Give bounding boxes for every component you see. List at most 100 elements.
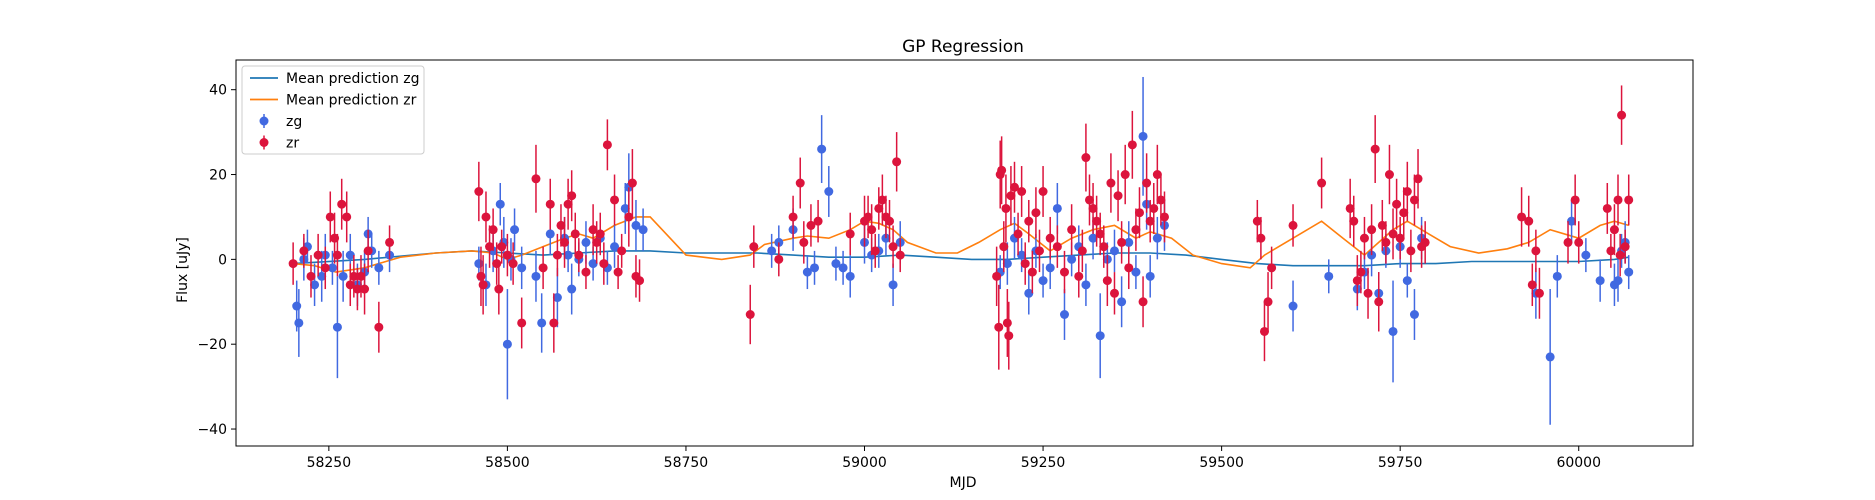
zr-point: [892, 157, 902, 167]
zg-point: [1552, 271, 1562, 281]
zg-point: [567, 284, 577, 294]
legend-point-marker: [259, 116, 269, 126]
legend-entry: zg: [259, 114, 302, 130]
zr-point: [1027, 267, 1037, 277]
zg-point: [1017, 250, 1027, 260]
zr-point: [299, 246, 309, 256]
legend-entry: zr: [259, 135, 299, 152]
x-axis-label: MJD: [950, 475, 977, 491]
legend-label: Mean prediction zr: [286, 93, 417, 109]
zr-point: [1377, 220, 1387, 230]
zr-point: [1531, 246, 1541, 256]
zg-point: [1052, 203, 1062, 213]
legend-entry: Mean prediction zr: [250, 93, 417, 109]
zr-point: [863, 212, 873, 222]
zg-point: [1088, 233, 1098, 243]
zr-point: [363, 246, 373, 256]
zr-point: [1004, 331, 1014, 341]
x-tick-label: 58750: [664, 455, 709, 471]
zr-point: [602, 140, 612, 150]
zg-point: [638, 225, 648, 235]
legend-label: zg: [286, 114, 302, 130]
zr-point: [349, 271, 359, 281]
zr-point: [1527, 280, 1537, 290]
zr-point: [592, 237, 602, 247]
zr-point: [1288, 220, 1298, 230]
zr-point: [502, 250, 512, 260]
zg-point: [1595, 276, 1605, 286]
zr-point: [306, 271, 316, 281]
zg-point: [817, 144, 827, 154]
zr-point: [1563, 237, 1573, 247]
zr-point: [1077, 246, 1087, 256]
zr-point: [1084, 195, 1094, 205]
zg-point: [810, 263, 820, 273]
zg-point: [824, 186, 834, 196]
zr-point: [997, 165, 1007, 175]
zr-point: [374, 322, 384, 332]
zg-point: [845, 271, 855, 281]
zr-point: [1138, 297, 1148, 307]
zg-point: [1324, 271, 1334, 281]
zr-point: [517, 318, 527, 328]
zr-point: [1145, 216, 1155, 226]
chart-title: GP Regression: [902, 37, 1024, 57]
zr-point: [1020, 259, 1030, 269]
zr-point: [774, 254, 784, 264]
zr-point: [352, 284, 362, 294]
zg-point: [1624, 267, 1634, 277]
legend: Mean prediction zg Mean prediction zr zg zr: [241, 65, 425, 155]
zr-point: [545, 199, 555, 209]
zr-point: [360, 284, 370, 294]
x-tick-label: 58500: [485, 455, 530, 471]
zr-point: [1017, 186, 1027, 196]
zr-point: [385, 237, 395, 247]
x-tick-label: 59500: [1199, 455, 1244, 471]
zg-point: [1138, 131, 1148, 141]
zr-point: [567, 191, 577, 201]
zr-point: [1609, 225, 1619, 235]
legend-box: [241, 65, 425, 155]
zr-point: [1406, 246, 1416, 256]
zr-point: [560, 237, 570, 247]
y-tick-label: −40: [197, 422, 227, 438]
legend-label: Mean prediction zg: [286, 71, 420, 87]
zr-point: [1127, 140, 1137, 150]
zr-point: [613, 267, 623, 277]
zr-point: [356, 271, 366, 281]
zg-point: [317, 271, 327, 281]
zr-point: [1345, 203, 1355, 213]
zr-point: [332, 250, 342, 260]
zr-point: [1384, 170, 1394, 180]
zr-point: [1349, 216, 1359, 226]
zr-point: [1159, 212, 1169, 222]
zr-point: [1081, 153, 1091, 163]
zr-point: [531, 174, 541, 184]
zr-point: [635, 276, 645, 286]
zr-point: [1356, 267, 1366, 277]
zr-point: [320, 263, 330, 273]
zg-point: [1288, 301, 1298, 311]
zg-point: [1067, 254, 1077, 264]
zr-point: [1142, 178, 1152, 188]
legend-label: zr: [286, 136, 299, 152]
zg-point: [1045, 263, 1055, 273]
legend-point-marker: [259, 138, 269, 147]
zg-point: [1145, 271, 1155, 281]
zr-point: [1034, 246, 1044, 256]
zr-point: [1374, 297, 1384, 307]
zr-point: [1001, 203, 1011, 213]
zg-point: [1002, 259, 1012, 269]
data-points: [288, 76, 1634, 425]
zr-point: [1363, 288, 1373, 298]
zg-point: [767, 246, 777, 256]
zg-point: [338, 271, 348, 281]
zr-point: [1256, 233, 1266, 243]
zr-point: [885, 216, 895, 226]
zr-point: [508, 259, 518, 269]
zg-point: [495, 199, 505, 209]
zg-point: [345, 250, 355, 260]
zg-point: [545, 229, 555, 239]
zg-point: [888, 280, 898, 290]
zr-point: [1024, 216, 1034, 226]
